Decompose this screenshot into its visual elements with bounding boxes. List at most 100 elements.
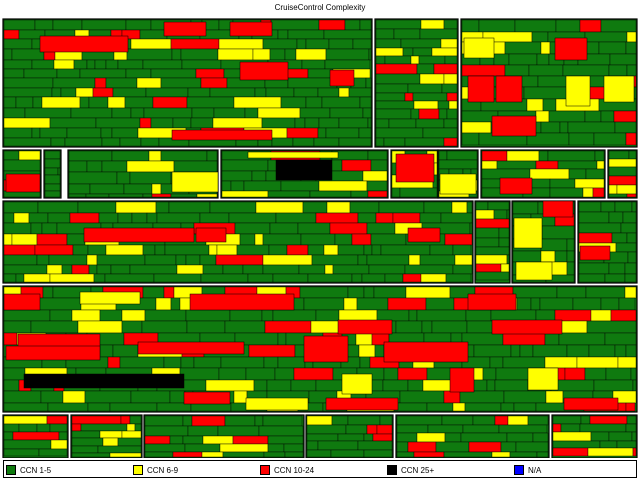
class-cell <box>365 77 372 89</box>
class-cell <box>120 415 131 425</box>
class-cell <box>487 201 510 211</box>
class-cell <box>24 107 72 119</box>
class-cell <box>527 415 549 426</box>
class-cell <box>600 297 620 311</box>
class-cell <box>504 64 530 77</box>
class-cell <box>81 19 127 31</box>
class-cell <box>608 158 637 168</box>
class-cell <box>96 264 112 275</box>
class-cell <box>261 309 274 322</box>
class-cell <box>334 233 353 246</box>
class-cell <box>205 379 255 392</box>
class-cell <box>324 59 371 70</box>
class-cell <box>186 96 235 109</box>
class-cell <box>475 237 500 248</box>
class-cell <box>446 108 458 120</box>
class-cell <box>172 451 203 458</box>
class-cell <box>183 391 231 405</box>
class-cell <box>604 332 637 346</box>
class-cell <box>221 170 253 182</box>
class-cell <box>116 171 131 185</box>
class-cell <box>170 193 198 198</box>
class-cell <box>596 160 605 170</box>
class-cell <box>129 415 142 425</box>
class-cell <box>502 332 546 346</box>
class-cell <box>3 137 52 147</box>
class-cell <box>58 431 68 441</box>
class-cell <box>357 254 368 266</box>
class-cell <box>86 59 96 70</box>
class-cell <box>171 129 273 141</box>
class-cell <box>422 127 458 139</box>
class-cell <box>384 273 404 283</box>
class-cell <box>3 222 32 235</box>
class-cell <box>580 415 591 425</box>
class-cell <box>370 159 388 172</box>
class-cell <box>44 150 61 160</box>
class-cell <box>182 435 204 445</box>
class-cell <box>578 232 613 244</box>
class-cell <box>366 222 396 235</box>
class-cell <box>3 402 49 412</box>
class-cell <box>181 59 222 70</box>
class-cell <box>481 168 531 180</box>
class-cell <box>323 244 339 256</box>
class-cell <box>75 87 94 98</box>
class-cell <box>44 190 61 198</box>
class-cell <box>361 273 386 283</box>
class-cell <box>341 159 372 172</box>
class-cell <box>212 117 263 129</box>
class-cell <box>418 108 440 120</box>
class-cell <box>375 19 422 30</box>
class-cell <box>209 201 257 214</box>
class-cell <box>5 173 41 193</box>
class-cell <box>472 415 496 426</box>
class-cell <box>395 153 435 183</box>
class-cell <box>224 320 266 334</box>
class-cell <box>396 415 443 426</box>
class-cell <box>140 137 160 147</box>
class-cell <box>134 423 142 432</box>
class-cell <box>148 150 162 162</box>
class-cell <box>567 121 616 134</box>
class-cell <box>625 423 637 433</box>
class-cell <box>47 402 89 412</box>
class-cell <box>494 415 509 426</box>
class-cell <box>344 19 361 31</box>
class-cell <box>400 38 442 49</box>
class-cell <box>41 96 81 109</box>
legend-item-ccn-10-24: CCN 10-24 <box>260 464 314 476</box>
class-cell <box>460 432 508 443</box>
class-cell <box>418 55 446 65</box>
class-cell <box>52 77 96 89</box>
class-cell <box>187 425 219 437</box>
class-cell <box>125 19 152 31</box>
class-cell <box>101 160 128 173</box>
class-cell <box>622 211 637 224</box>
class-cell <box>468 441 502 453</box>
class-cell <box>446 150 478 161</box>
class-cell <box>547 150 596 162</box>
class-cell <box>427 424 464 434</box>
class-cell <box>3 273 17 283</box>
class-cell <box>129 171 172 185</box>
class-cell <box>199 212 230 224</box>
class-cell <box>366 180 388 192</box>
class-cell <box>144 309 187 322</box>
class-cell <box>402 273 422 283</box>
class-cell <box>83 227 195 243</box>
class-cell <box>405 286 451 299</box>
class-cell <box>419 28 458 40</box>
class-cell <box>610 309 637 322</box>
class-cell <box>171 48 182 61</box>
class-cell <box>163 21 207 37</box>
class-cell <box>245 397 309 411</box>
class-cell <box>572 297 602 311</box>
class-cell <box>287 29 325 40</box>
class-cell <box>408 254 421 266</box>
class-cell <box>40 390 64 404</box>
class-cell <box>293 87 319 98</box>
class-cell <box>169 435 184 445</box>
class-cell <box>626 415 637 425</box>
class-cell <box>512 286 558 299</box>
